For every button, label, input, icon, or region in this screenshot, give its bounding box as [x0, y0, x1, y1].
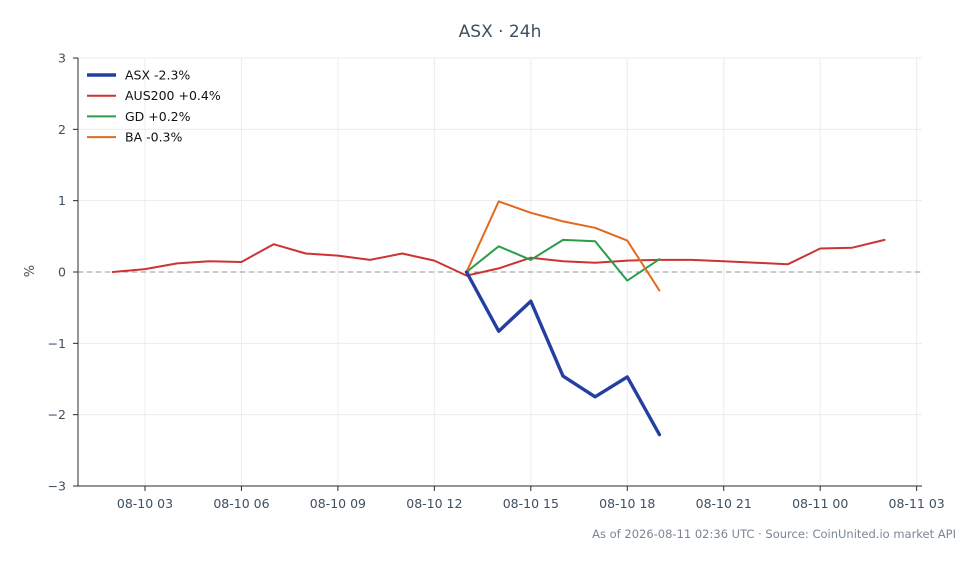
x-tick-label: 08-10 03 — [117, 496, 173, 511]
y-tick-label: −3 — [48, 479, 66, 494]
legend-label: AUS200 +0.4% — [125, 88, 221, 103]
x-tick-label: 08-11 03 — [889, 496, 945, 511]
chart-title: ASX · 24h — [459, 22, 542, 42]
source-footer: As of 2026-08-11 02:36 UTC · Source: Coi… — [592, 527, 956, 541]
x-tick-label: 08-10 21 — [696, 496, 752, 511]
x-tick-label: 08-10 15 — [503, 496, 559, 511]
x-tick-label: 08-11 00 — [792, 496, 848, 511]
series-layer — [111, 200, 886, 437]
y-axis-label: % — [23, 265, 38, 277]
series-line-gd — [465, 238, 661, 282]
series-line-asx — [464, 270, 662, 437]
y-tick-label: 3 — [58, 51, 66, 66]
axes: −3 −2 −1 0 1 2 3 08-10 03 08-10 06 08-10 09 08-10 … — [48, 51, 945, 512]
legend-label: BA -0.3% — [125, 130, 182, 145]
legend-label: ASX -2.3% — [125, 68, 190, 83]
y-tick-label: −2 — [48, 407, 66, 422]
x-tick-label: 08-10 12 — [406, 496, 462, 511]
x-tick-label: 08-10 18 — [599, 496, 655, 511]
legend-label: GD +0.2% — [125, 109, 191, 124]
y-tick-label: −1 — [48, 336, 66, 351]
y-tick-label: 2 — [58, 122, 66, 137]
legend: ASX -2.3% AUS200 +0.4% GD +0.2% BA -0.3% — [87, 68, 221, 145]
y-tick-label: 0 — [58, 265, 66, 280]
series-line-aus200 — [111, 238, 886, 277]
series-line-ba — [465, 200, 661, 292]
y-tick-label: 1 — [58, 193, 66, 208]
x-tick-label: 08-10 09 — [310, 496, 366, 511]
x-tick-label: 08-10 06 — [213, 496, 269, 511]
